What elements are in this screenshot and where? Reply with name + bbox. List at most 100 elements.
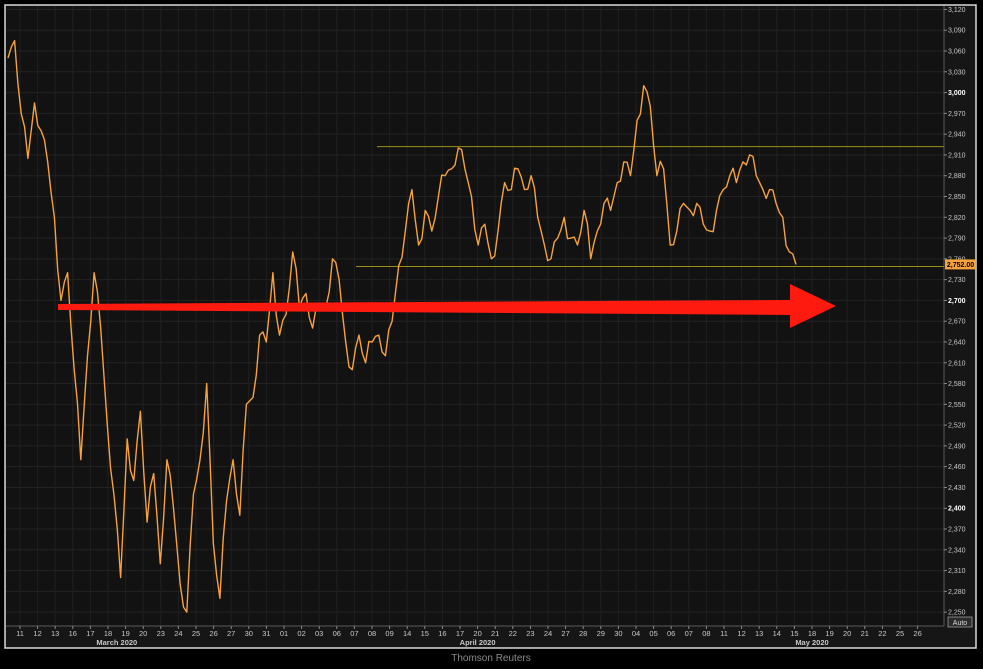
grid bbox=[6, 6, 944, 626]
x-tick-label: 12 bbox=[737, 629, 745, 638]
x-tick-label: 11 bbox=[720, 629, 728, 638]
x-tick-label: 21 bbox=[861, 629, 869, 638]
x-tick-label: 17 bbox=[86, 629, 94, 638]
month-label: May 2020 bbox=[795, 638, 828, 647]
x-tick-label: 09 bbox=[385, 629, 393, 638]
x-tick-label: 07 bbox=[685, 629, 693, 638]
x-tick-label: 06 bbox=[667, 629, 675, 638]
y-tick-label: 3,090 bbox=[948, 28, 966, 35]
x-tick-label: 26 bbox=[209, 629, 217, 638]
y-tick-label: 3,000 bbox=[948, 90, 966, 97]
x-tick-label: 23 bbox=[157, 629, 165, 638]
x-tick-label: 14 bbox=[403, 629, 411, 638]
y-tick-label: 2,940 bbox=[948, 132, 966, 139]
y-tick-label: 2,550 bbox=[948, 402, 966, 409]
x-tick-label: 20 bbox=[843, 629, 851, 638]
x-tick-label: 20 bbox=[139, 629, 147, 638]
y-tick-label: 2,850 bbox=[948, 194, 966, 201]
x-tick-label: 16 bbox=[438, 629, 446, 638]
y-axis: 2,250 2,280 2,310 2,340 2,370 2,400 2,430 2,460… bbox=[944, 7, 966, 617]
x-tick-label: 14 bbox=[773, 629, 781, 638]
x-tick-label: 21 bbox=[491, 629, 499, 638]
x-tick-label: 04 bbox=[632, 629, 640, 638]
y-tick-label: 3,060 bbox=[948, 49, 966, 56]
y-tick-label: 2,430 bbox=[948, 485, 966, 492]
y-tick-label: 2,730 bbox=[948, 277, 966, 284]
y-tick-label: 2,280 bbox=[948, 589, 966, 596]
x-tick-label: 13 bbox=[755, 629, 763, 638]
last-value-box bbox=[945, 259, 976, 270]
y-tick-label: 2,460 bbox=[948, 464, 966, 471]
x-tick-label: 01 bbox=[280, 629, 288, 638]
auto-scale-button[interactable]: Auto bbox=[947, 616, 973, 628]
y-tick-label: 2,880 bbox=[948, 173, 966, 180]
x-tick-label: 22 bbox=[878, 629, 886, 638]
y-tick-label: 2,640 bbox=[948, 339, 966, 346]
x-axis: 11 12 13 16 17 18 19 20 23 24 25 26 27 30 31 01 02 03 06 07… bbox=[16, 626, 922, 638]
y-tick-label: 2,250 bbox=[948, 610, 966, 617]
y-tick-label: 2,400 bbox=[948, 506, 966, 513]
x-tick-label: 22 bbox=[509, 629, 517, 638]
y-tick-label: 2,610 bbox=[948, 360, 966, 367]
red-arrow bbox=[58, 283, 836, 328]
x-tick-label: 27 bbox=[561, 629, 569, 638]
x-tick-label: 16 bbox=[69, 629, 77, 638]
x-tick-label: 15 bbox=[421, 629, 429, 638]
x-tick-label: 18 bbox=[808, 629, 816, 638]
y-tick-label: 3,030 bbox=[948, 69, 966, 76]
x-tick-label: 03 bbox=[315, 629, 323, 638]
y-tick-label: 2,520 bbox=[948, 423, 966, 430]
price-series bbox=[7, 39, 797, 613]
x-tick-label: 20 bbox=[473, 629, 481, 638]
y-tick-label: 2,970 bbox=[948, 111, 966, 118]
x-tick-label: 29 bbox=[597, 629, 605, 638]
x-tick-label: 25 bbox=[896, 629, 904, 638]
y-tick-label: 2,340 bbox=[948, 547, 966, 554]
x-tick-label: 08 bbox=[368, 629, 376, 638]
price-line bbox=[7, 39, 797, 613]
y-tick-label: 2,310 bbox=[948, 568, 966, 575]
last-value-label: 2,752.00 bbox=[947, 262, 974, 269]
x-tick-label: 30 bbox=[614, 629, 622, 638]
x-tick-label: 27 bbox=[227, 629, 235, 638]
y-tick-label: 2,580 bbox=[948, 381, 966, 388]
x-tick-label: 24 bbox=[174, 629, 182, 638]
x-tick-label: 28 bbox=[579, 629, 587, 638]
y-tick-label: 3,120 bbox=[948, 7, 966, 14]
x-tick-label: 07 bbox=[350, 629, 358, 638]
y-tick-label: 2,910 bbox=[948, 152, 966, 159]
source-credit: Thomson Reuters bbox=[451, 653, 530, 664]
trend-arrow bbox=[58, 283, 836, 328]
x-tick-label: 12 bbox=[33, 629, 41, 638]
y-tick-label: 2,820 bbox=[948, 215, 966, 222]
x-tick-label: 19 bbox=[121, 629, 129, 638]
y-tick-label: 2,370 bbox=[948, 527, 966, 534]
support-resistance-lines bbox=[356, 146, 944, 267]
x-tick-label: 23 bbox=[526, 629, 534, 638]
x-tick-label: 02 bbox=[297, 629, 305, 638]
x-tick-label: 26 bbox=[913, 629, 921, 638]
y-tick-label: 2,790 bbox=[948, 236, 966, 243]
month-label: April 2020 bbox=[460, 638, 496, 647]
month-labels: March 2020 April 2020 May 2020 bbox=[96, 638, 828, 647]
x-tick-label: 08 bbox=[702, 629, 710, 638]
x-tick-label: 11 bbox=[16, 629, 24, 638]
x-tick-label: 17 bbox=[456, 629, 464, 638]
y-tick-label: 2,670 bbox=[948, 319, 966, 326]
x-tick-label: 06 bbox=[333, 629, 341, 638]
x-tick-label: 24 bbox=[544, 629, 552, 638]
x-tick-label: 31 bbox=[262, 629, 270, 638]
y-tick-label: 2,700 bbox=[948, 298, 966, 305]
x-tick-label: 05 bbox=[649, 629, 657, 638]
x-tick-label: 13 bbox=[51, 629, 59, 638]
x-tick-label: 30 bbox=[245, 629, 253, 638]
last-value-marker: 2,752.00 bbox=[945, 259, 976, 270]
auto-button-label[interactable]: Auto bbox=[953, 620, 968, 627]
x-tick-label: 18 bbox=[104, 629, 112, 638]
x-tick-label: 25 bbox=[192, 629, 200, 638]
x-tick-label: 19 bbox=[825, 629, 833, 638]
x-tick-label: 15 bbox=[790, 629, 798, 638]
y-tick-label: 2,490 bbox=[948, 443, 966, 450]
plot-area bbox=[6, 6, 944, 626]
month-label: March 2020 bbox=[96, 638, 137, 647]
